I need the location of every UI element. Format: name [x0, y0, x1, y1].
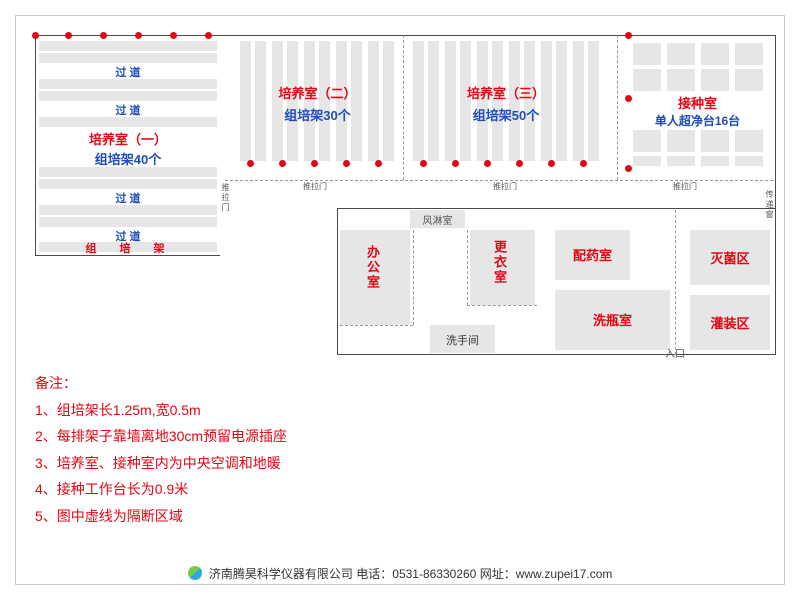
phone: 0531-86330260 [392, 567, 476, 581]
dispense-lbl: 配药室 [555, 245, 630, 264]
note-item: 4、接种工作台长为0.9米 [35, 476, 287, 503]
div-a3-a4 [617, 35, 618, 180]
dot [247, 160, 254, 167]
outer-right [775, 35, 776, 355]
a1-shelf [39, 217, 217, 227]
sterilize-lbl: 灭菌区 [690, 248, 770, 267]
a1-title: 培养室（一） [39, 129, 217, 148]
door-a4: 推拉门 [660, 181, 710, 192]
door-left: 推拉门 [221, 183, 231, 213]
a3-title: 培养室（三） [413, 83, 599, 102]
a1-sub: 组培架40个 [39, 149, 217, 168]
a4-bench [633, 43, 661, 65]
url-label: 网址： [480, 567, 516, 581]
dot [343, 160, 350, 167]
part3 [467, 230, 468, 305]
door-a3: 推拉门 [480, 181, 530, 192]
part4 [467, 305, 537, 306]
dot [452, 160, 459, 167]
outer-top [35, 35, 775, 36]
airshower-lbl: 风淋室 [410, 212, 465, 227]
dot [32, 32, 39, 39]
a1-aisle: 过 道 [39, 102, 217, 118]
a1-aisle: 过 道 [39, 190, 217, 206]
a4-title: 接种室 [630, 93, 765, 112]
a1-shelf [39, 167, 217, 177]
a4-bench [701, 69, 729, 91]
a4-bench [701, 43, 729, 65]
washbottle-lbl: 洗瓶室 [555, 310, 670, 329]
dot [625, 95, 632, 102]
div-a2-a3 [403, 35, 404, 180]
a4-bench [667, 69, 695, 91]
a1-shelf [39, 79, 217, 89]
dot [548, 160, 555, 167]
a1-shelf [39, 205, 217, 215]
a4-bench [701, 130, 729, 152]
phone-label: 电话： [356, 567, 392, 581]
a1-shelf [39, 179, 217, 189]
note-item: 1、组培架长1.25m,宽0.5m [35, 397, 287, 424]
a1-shelf-label: 组 培 架 [39, 240, 217, 256]
dot [170, 32, 177, 39]
a4-bench [667, 156, 695, 166]
outer-left [35, 35, 36, 255]
office-lbl: 办公室 [363, 245, 382, 290]
a4-bench [667, 43, 695, 65]
washhand-lbl: 洗手间 [430, 332, 495, 348]
changing-lbl: 更衣室 [490, 240, 509, 285]
company: 济南腾昊科学仪器有限公司 [209, 567, 353, 581]
note-item: 2、每排架子靠墙离地30cm预留电源插座 [35, 423, 287, 450]
dot [65, 32, 72, 39]
a2-title: 培养室（二） [240, 83, 395, 102]
part5 [675, 210, 676, 355]
dot [100, 32, 107, 39]
dot [311, 160, 318, 167]
url: www.zupei17.com [516, 567, 613, 581]
dot [420, 160, 427, 167]
a1-shelf [39, 117, 217, 127]
dot [279, 160, 286, 167]
notes-title: 备注： [35, 370, 287, 397]
a4-bench [667, 130, 695, 152]
a4-bench [735, 156, 763, 166]
dot [516, 160, 523, 167]
note-item: 3、培养室、接种室内为中央空调和地暖 [35, 450, 287, 477]
dot [625, 165, 632, 172]
dot [205, 32, 212, 39]
a4-bench [735, 43, 763, 65]
a1-shelf [39, 41, 217, 51]
a4-bench [633, 69, 661, 91]
filling-lbl: 灌装区 [690, 313, 770, 332]
a4-bench [701, 156, 729, 166]
logo-icon [188, 566, 202, 580]
footer: 济南腾昊科学仪器有限公司 电话：0531-86330260 网址：www.zup… [0, 565, 800, 582]
notes: 备注： 1、组培架长1.25m,宽0.5m 2、每排架子靠墙离地30cm预留电源… [35, 370, 287, 530]
a1-shelf [39, 53, 217, 63]
dot [625, 32, 632, 39]
floor-plan: 过 道 过 道 培养室（一） 组培架40个 过 道 过 道 组 培 架 培养室（… [35, 35, 775, 355]
a3-sub: 组培架50个 [413, 105, 599, 124]
part2 [340, 325, 413, 326]
a2-sub: 组培架30个 [240, 105, 395, 124]
a1-shelf [39, 91, 217, 101]
part1 [413, 230, 414, 325]
dot [484, 160, 491, 167]
a4-bench [735, 130, 763, 152]
dot [135, 32, 142, 39]
a4-bench [633, 156, 661, 166]
dot [580, 160, 587, 167]
dot [375, 160, 382, 167]
a1-aisle: 过 道 [39, 64, 217, 80]
note-item: 5、图中虚线为隔断区域 [35, 503, 287, 530]
door-a2: 推拉门 [290, 181, 340, 192]
a4-sub: 单人超净台16台 [630, 112, 765, 129]
a4-bench [633, 130, 661, 152]
a4-bench [735, 69, 763, 91]
